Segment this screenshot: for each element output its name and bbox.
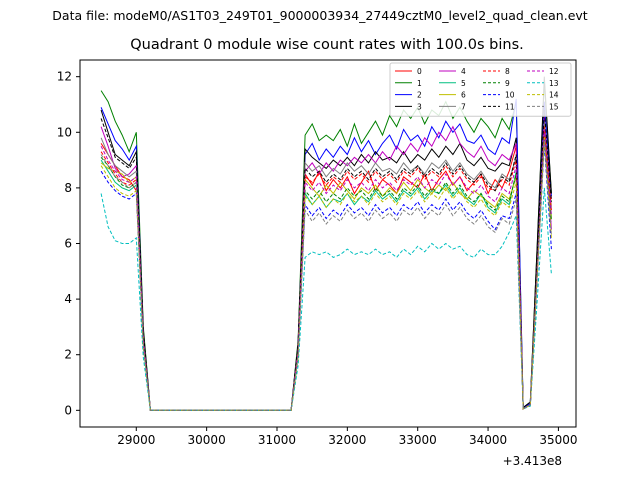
legend-label-6: 6 <box>461 91 466 100</box>
legend-label-11: 11 <box>505 102 515 111</box>
y-axis: 0 2 4 6 8 10 12 <box>57 70 80 417</box>
x-axis: 29000 30000 31000 32000 33000 34000 35000 <box>117 427 578 447</box>
legend-label-4: 4 <box>461 67 466 76</box>
series-line-12 <box>100 129 552 411</box>
legend-label-15: 15 <box>549 102 559 111</box>
series-line-13 <box>100 187 552 411</box>
series-line-3 <box>100 76 552 411</box>
legend-label-3: 3 <box>417 102 422 111</box>
chart-title: Quadrant 0 module wise count rates with … <box>130 37 524 53</box>
series-line-2 <box>100 98 552 411</box>
series-line-1 <box>100 82 552 411</box>
y-tick-label: 0 <box>64 403 72 417</box>
legend-label-7: 7 <box>461 102 466 111</box>
legend-label-5: 5 <box>461 79 466 88</box>
series-line-10 <box>100 143 552 411</box>
series-line-11 <box>100 109 552 411</box>
x-tick-label: 30000 <box>188 433 226 447</box>
y-tick-label: 2 <box>64 348 72 362</box>
series-line-9 <box>100 132 552 411</box>
series-line-14 <box>100 137 552 411</box>
legend-label-13: 13 <box>549 79 559 88</box>
series-line-6 <box>100 129 552 411</box>
series-line-5 <box>100 132 552 411</box>
x-tick-label: 35000 <box>539 433 577 447</box>
series-line-0 <box>100 123 552 411</box>
legend-label-10: 10 <box>505 91 515 100</box>
y-tick-label: 4 <box>64 292 72 306</box>
y-tick-label: 8 <box>64 181 72 195</box>
x-tick-label: 34000 <box>469 433 507 447</box>
y-tick-label: 6 <box>64 237 72 251</box>
legend-box <box>389 62 572 117</box>
x-axis-offset-label: +3.413e8 <box>503 454 562 468</box>
series-line-7 <box>100 121 552 411</box>
y-tick-label: 12 <box>57 70 72 84</box>
series-layer <box>100 76 552 411</box>
legend-label-9: 9 <box>505 79 510 88</box>
plot-area: 29000 30000 31000 32000 33000 34000 35000 0 2 4 6… <box>57 59 578 468</box>
y-tick-label: 10 <box>57 125 72 139</box>
legend-label-8: 8 <box>505 67 510 76</box>
legend-label-2: 2 <box>417 91 422 100</box>
legend-label-0: 0 <box>417 67 422 76</box>
legend-label-1: 1 <box>417 79 422 88</box>
series-line-15 <box>100 140 552 411</box>
legend-label-12: 12 <box>549 67 559 76</box>
x-tick-label: 33000 <box>399 433 437 447</box>
legend-label-14: 14 <box>549 91 559 100</box>
series-line-4 <box>100 115 552 411</box>
series-line-8 <box>100 126 552 411</box>
figure-suptitle: Data file: modeM0/AS1T03_249T01_90000039… <box>52 8 587 23</box>
x-tick-label: 31000 <box>258 433 296 447</box>
x-tick-label: 29000 <box>117 433 155 447</box>
x-tick-label: 32000 <box>328 433 366 447</box>
